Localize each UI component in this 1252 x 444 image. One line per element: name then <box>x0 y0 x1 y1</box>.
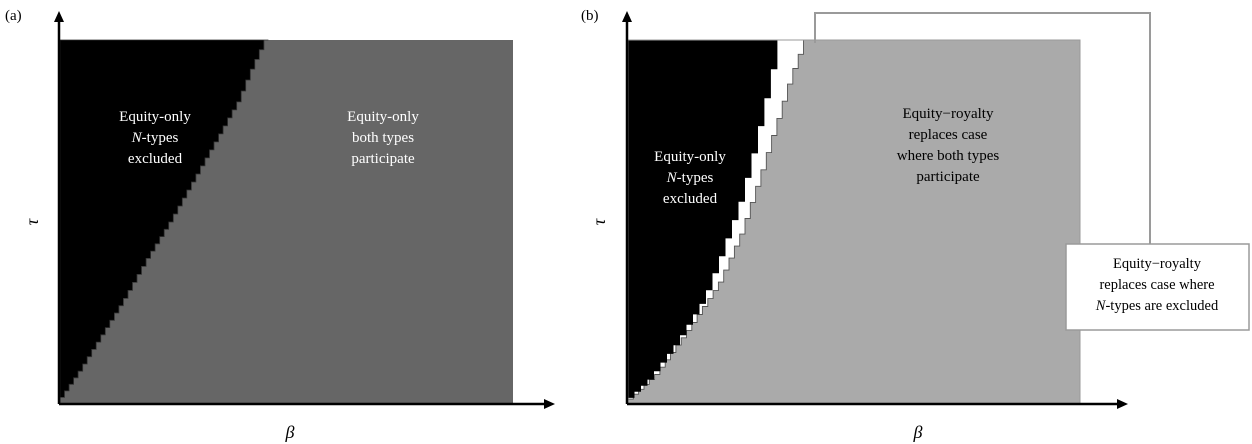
panel-a: Equity-only N-types excluded Equity-only bot… <box>5 8 555 442</box>
panel-a-region-n-excluded <box>59 39 269 404</box>
panel-b-region-n-excluded-label-line-2-suffix: -types <box>677 170 714 186</box>
panel-a-region-n-excluded-label-line-3-text: excluded <box>128 151 183 167</box>
panel-b-region-both-participate-label-line-3: where both types <box>897 148 1000 164</box>
panel-a-region-n-excluded-label-line-1: Equity-only <box>119 109 191 125</box>
panel-b-region-n-excluded-label-line-1: Equity-only <box>654 149 726 165</box>
panel-a-region-both-participate-label-line-3-text: participate <box>351 151 415 167</box>
panel-b-x-axis-arrow <box>1117 399 1128 409</box>
panel-b-callout-box <box>1065 243 1250 331</box>
panel-a-region-n-excluded-label-line-1-text: Equity-only <box>119 109 191 125</box>
panel-a-x-axis-arrow <box>544 399 555 409</box>
panel-a-label: (a) <box>5 8 22 24</box>
panel-b-region-both-participate-label-line-1: Equity−royalty <box>903 106 994 122</box>
panel-b-region-both-participate-label-line-4-text: participate <box>916 169 980 185</box>
panel-b-callout-text-line-1-text: Equity−royalty <box>1113 256 1202 272</box>
panel-b-region-both-participate-label-line-3-text: where both types <box>897 148 1000 164</box>
panel-a-region-n-excluded-label-line-2: N-types <box>131 130 179 146</box>
panel-b-y-axis-label: τ <box>589 218 609 225</box>
panel-b-callout-text-line-3-text: N <box>1095 298 1107 314</box>
panel-b-x-axis-label: β <box>913 422 923 442</box>
panel-b: Equity-onlyN-typesexcludedEquity−royalty… <box>581 8 1250 442</box>
panel-b-callout-text-line-1: Equity−royalty <box>1113 256 1202 272</box>
panel-b-y-axis-arrow <box>622 11 632 22</box>
panel-a-x-axis-label: β <box>285 422 295 442</box>
panel-a-region-both-participate-label-line-2: both types <box>352 130 414 146</box>
panel-a-region-n-excluded-label-line-2-suffix: -types <box>142 130 179 146</box>
panel-b-region-n-excluded-label-line-3-text: excluded <box>663 191 718 207</box>
panel-b-region-both-participate-label-line-2: replaces case <box>909 127 988 143</box>
panel-b-region-both-participate-label-line-4: participate <box>916 169 980 185</box>
panel-b-callout-text-line-3-suffix: -types are excluded <box>1105 298 1218 314</box>
panel-b-callout-connector <box>814 12 1151 244</box>
panel-a-y-axis-arrow <box>54 11 64 22</box>
panel-b-region-n-excluded-label-line-3: excluded <box>663 191 718 207</box>
panel-b-callout-text-line-3: N-types are excluded <box>1095 298 1219 314</box>
panel-b-callout-text-line-2: replaces case where <box>1099 277 1214 293</box>
panel-b-region-both-participate-label-line-1-text: Equity−royalty <box>903 106 994 122</box>
panel-a-region-n-excluded-label-line-2-text: N <box>131 130 143 146</box>
panel-a-region-both-participate-label-line-1-text: Equity-only <box>347 109 419 125</box>
panel-b-region-n-excluded <box>628 40 784 404</box>
panel-b-region-n-excluded-label-line-2: N-types <box>666 170 714 186</box>
panel-b-callout-text-line-2-text: replaces case where <box>1099 277 1214 293</box>
panel-b-region-n-excluded-label-line-2-text: N <box>666 170 678 186</box>
panel-b-region-both-participate-label-line-2-text: replaces case <box>909 127 988 143</box>
panel-a-region-both-participate-label-line-3: participate <box>351 151 415 167</box>
panel-a-region-both-participate-label-line-2-text: both types <box>352 130 414 146</box>
panel-b-region-n-excluded-label-line-1-text: Equity-only <box>654 149 726 165</box>
panel-a-y-axis-label: τ <box>22 218 42 225</box>
panel-a-region-both-participate-label-line-1: Equity-only <box>347 109 419 125</box>
panel-b-label: (b) <box>581 8 599 24</box>
panel-a-region-n-excluded-label-line-3: excluded <box>128 151 183 167</box>
